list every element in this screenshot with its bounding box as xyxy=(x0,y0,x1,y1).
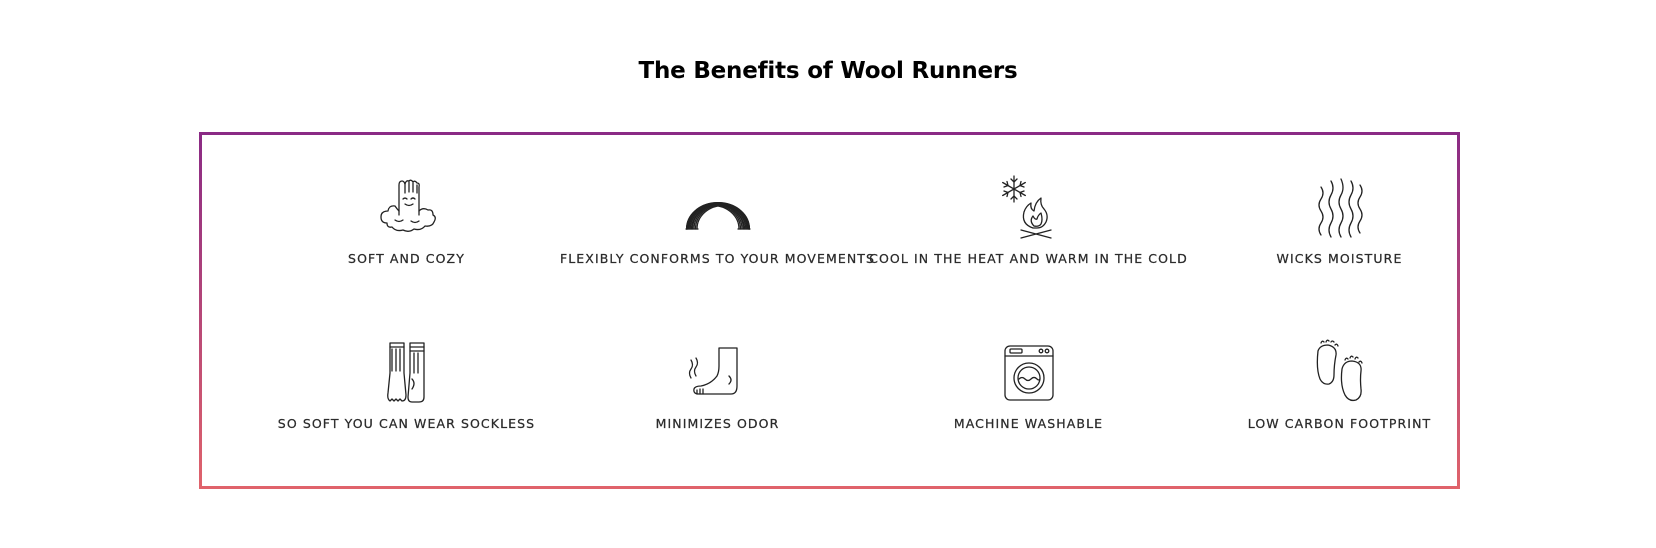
snowflake-fire-icon xyxy=(989,172,1069,242)
benefit-label: WICKS MOISTURE xyxy=(1276,251,1403,266)
stinky-foot-icon xyxy=(678,337,758,407)
wavy-lines-icon xyxy=(1300,172,1380,242)
footprints-icon xyxy=(1300,337,1380,407)
benefit-label: SO SOFT YOU CAN WEAR SOCKLESS xyxy=(277,416,536,431)
benefit-label: LOW CARBON FOOTPRINT xyxy=(1247,416,1432,431)
slinky-icon xyxy=(678,172,758,242)
socks-icon xyxy=(367,337,447,407)
benefit-low-carbon-footprint: LOW CARBON FOOTPRINT xyxy=(1184,333,1495,453)
benefit-label: COOL IN THE HEAT AND WARM IN THE COLD xyxy=(869,251,1188,266)
section-title: The Benefits of Wool Runners xyxy=(638,58,1018,84)
benefit-flexibly-conforms: FLEXIBLY CONFORMS TO YOUR MOVEMENTS xyxy=(559,168,876,288)
benefit-soft-and-cozy: SOFT AND COZY xyxy=(251,168,562,288)
benefit-minimizes-odor: MINIMIZES ODOR xyxy=(562,333,873,453)
benefit-label: FLEXIBLY CONFORMS TO YOUR MOVEMENTS xyxy=(559,251,876,266)
foot-on-cloud-icon xyxy=(367,172,447,242)
benefits-frame: SOFT AND COZY FLEXIBLY CONFORMS TO YOUR … xyxy=(199,132,1460,489)
washing-machine-icon xyxy=(989,337,1069,407)
benefit-cool-and-warm: COOL IN THE HEAT AND WARM IN THE COLD xyxy=(869,168,1187,288)
benefit-label: SOFT AND COZY xyxy=(348,251,465,266)
benefit-sockless: SO SOFT YOU CAN WEAR SOCKLESS xyxy=(251,333,562,453)
benefit-label: MACHINE WASHABLE xyxy=(953,416,1104,431)
benefit-label: MINIMIZES ODOR xyxy=(655,416,780,431)
benefit-wicks-moisture: WICKS MOISTURE xyxy=(1184,168,1495,288)
benefit-machine-washable: MACHINE WASHABLE xyxy=(873,333,1184,453)
